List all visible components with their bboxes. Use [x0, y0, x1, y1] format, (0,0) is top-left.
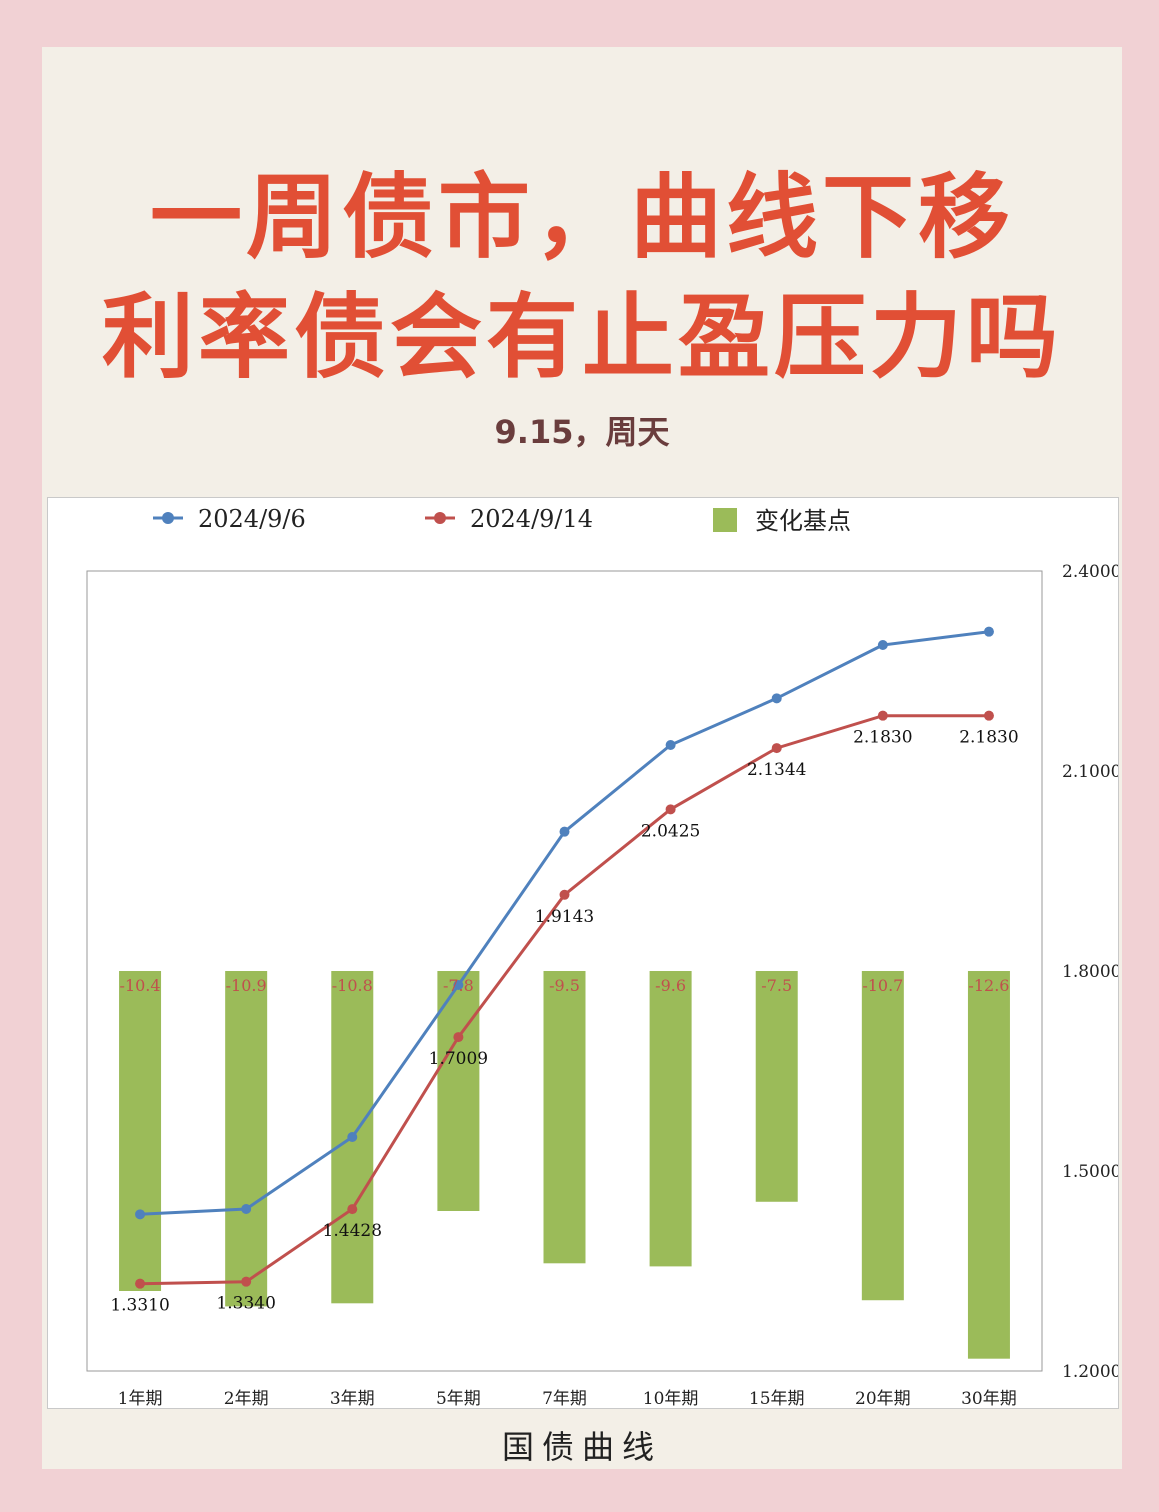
- legend-dot-marker-1: [434, 512, 446, 524]
- headline-line-1: 一周债市，曲线下移: [149, 164, 1014, 271]
- series-2024-9-14-label-7: 2.1830: [853, 728, 912, 748]
- yield-curve-chart: 2024/9/6 2024/9/14 变化基点 2.4000 2.1000 1.8000…: [86, 505, 1122, 1409]
- x-tick-label-7: 20年期: [855, 1389, 911, 1408]
- poster-card: 一周债市，曲线下移 利率债会有止盈压力吗 9.15，周天 2024/9/6 202…: [42, 47, 1122, 1469]
- change-bar-6: [755, 971, 798, 1202]
- chart-frame: 2024/9/6 2024/9/14 变化基点 2.4000 2.1000 1.8000…: [47, 497, 1122, 1409]
- series-2024-9-14-point-6: [771, 743, 782, 754]
- date-subtitle: 9.15，周天: [494, 413, 670, 451]
- plot-area: [86, 570, 1043, 1372]
- y-tick-label-2: 1.8000: [1062, 962, 1118, 982]
- headline-line-2: 利率债会有止盈压力吗: [101, 284, 1062, 391]
- change-bar-0: [119, 971, 162, 1291]
- x-tick-label-5: 10年期: [643, 1389, 699, 1408]
- bar-label-4: -9.5: [549, 976, 580, 995]
- change-bar-3: [437, 971, 480, 1211]
- change-bar-1: [225, 971, 268, 1307]
- legend-label-1: 2024/9/14: [470, 505, 593, 533]
- series-2024-9-14-label-8: 2.1830: [959, 728, 1018, 748]
- data-labels: -10.4 -10.9 -10.8 -7.8 -9.5 -9.6 -7.5 -10.7 -12.…: [110, 728, 1018, 1316]
- legend-label-0: 2024/9/6: [198, 505, 306, 533]
- series-2024-9-14-point-3: [453, 1032, 464, 1043]
- bar-label-7: -10.7: [862, 976, 903, 995]
- series-2024-9-14-point-5: [665, 804, 676, 815]
- line-series: [135, 626, 994, 1289]
- y-tick-label-3: 1.5000: [1062, 1162, 1118, 1182]
- series-2024-9-14-point-0: [135, 1278, 146, 1289]
- series-2024-9-6-point-3: [453, 980, 464, 990]
- change-bar-8: [967, 971, 1010, 1359]
- bar-label-6: -7.5: [761, 976, 792, 995]
- series-2024-9-14-label-5: 2.0425: [641, 821, 700, 841]
- change-bar-7: [861, 971, 904, 1301]
- chart-legend: 2024/9/6 2024/9/14 变化基点: [153, 505, 851, 535]
- series-2024-9-14-point-2: [347, 1204, 358, 1215]
- series-2024-9-14-point-1: [241, 1276, 252, 1287]
- series-2024-9-14-label-1: 1.3340: [216, 1294, 275, 1314]
- series-2024-9-14-point-7: [877, 710, 888, 721]
- legend-dot-marker-0: [162, 512, 174, 524]
- bar-label-8: -12.6: [968, 976, 1009, 995]
- series-2024-9-14-label-0: 1.3310: [110, 1296, 169, 1316]
- series-2024-9-6-point-2: [347, 1132, 358, 1142]
- x-tick-label-8: 30年期: [961, 1389, 1017, 1408]
- bar-label-2: -10.8: [332, 976, 373, 995]
- y-tick-label-1: 2.1000: [1062, 762, 1118, 782]
- bar-label-3: -7.8: [443, 976, 474, 995]
- series-2024-9-6-point-0: [135, 1209, 146, 1220]
- change-bar-4: [543, 971, 586, 1264]
- series-2024-9-14-label-4: 1.9143: [535, 907, 594, 927]
- bar-label-1: -10.9: [226, 976, 267, 995]
- x-tick-label-6: 15年期: [749, 1389, 805, 1408]
- x-tick-label-0: 1年期: [118, 1389, 163, 1408]
- x-tick-label-3: 5年期: [436, 1389, 481, 1408]
- y-tick-label-4: 1.2000: [1062, 1362, 1118, 1382]
- change-bar-5: [649, 971, 692, 1267]
- axes: 2.4000 2.1000 1.8000 1.5000 1.2000 1年期 2年期 3年期 5…: [118, 562, 1122, 1409]
- legend-label-2: 变化基点: [755, 507, 851, 535]
- series-2024-9-6-point-4: [559, 826, 570, 837]
- series-2024-9-6-point-8: [983, 626, 994, 637]
- series-2024-9-14-point-4: [559, 889, 570, 900]
- bar-series: [119, 971, 1010, 1359]
- series-2024-9-14-label-6: 2.1344: [747, 760, 806, 780]
- series-2024-9-6-point-5: [665, 740, 676, 750]
- series-2024-9-14-point-8: [983, 710, 994, 721]
- bar-label-5: -9.6: [655, 976, 686, 995]
- x-tick-label-1: 2年期: [224, 1389, 269, 1408]
- chart-title: 国债曲线: [501, 1428, 662, 1466]
- series-2024-9-6-point-1: [241, 1204, 252, 1214]
- series-2024-9-14-label-3: 1.7009: [429, 1049, 488, 1069]
- bar-label-0: -10.4: [120, 976, 161, 995]
- x-tick-label-2: 3年期: [330, 1389, 375, 1408]
- series-2024-9-14-label-2: 1.4428: [323, 1221, 382, 1241]
- series-2024-9-6-point-6: [771, 693, 782, 704]
- legend-bar-marker: [713, 508, 737, 532]
- x-tick-label-4: 7年期: [542, 1389, 587, 1408]
- series-2024-9-6-point-7: [877, 640, 888, 650]
- y-tick-label-0: 2.4000: [1062, 562, 1118, 582]
